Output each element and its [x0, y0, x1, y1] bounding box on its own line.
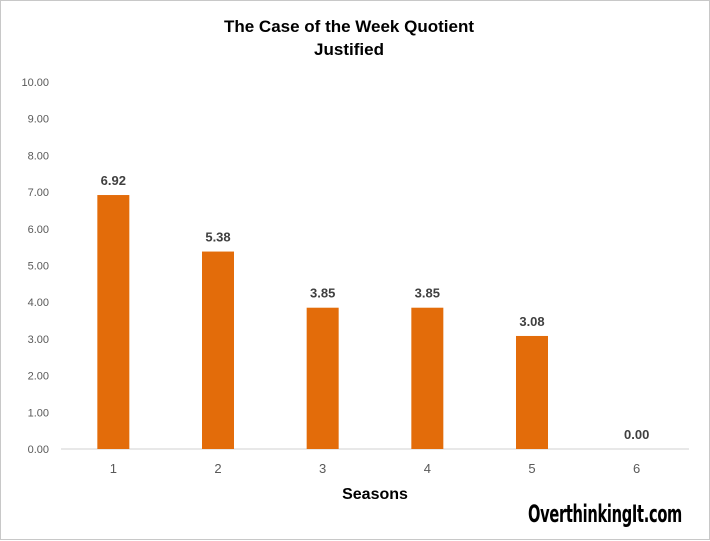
data-label: 3.85: [310, 286, 335, 301]
x-tick-label: 4: [424, 461, 431, 476]
data-label: 0.00: [624, 427, 649, 442]
y-tick-label: 1.00: [28, 407, 49, 419]
y-tick-label: 9.00: [28, 114, 49, 126]
bar: [97, 195, 130, 449]
bar: [202, 251, 234, 449]
y-tick-label: 6.00: [28, 224, 49, 236]
y-tick-label: 2.00: [28, 371, 49, 383]
x-tick-label: 2: [214, 461, 221, 476]
bar: [411, 307, 444, 449]
data-label: 5.38: [205, 230, 230, 245]
chart-title: The Case of the Week Quotient: [224, 17, 474, 36]
bar: [306, 307, 339, 449]
x-tick-label: 5: [528, 461, 535, 476]
bars-group: [97, 195, 548, 449]
x-tick-label: 3: [319, 461, 326, 476]
chart-subtitle: Justified: [314, 40, 384, 59]
data-label: 3.08: [519, 314, 544, 329]
y-tick-label: 7.00: [28, 187, 49, 199]
y-axis-ticks: 0.00 1.00 2.00 3.00 4.00 5.00 6.00 7.00 8.00 9.00…: [21, 77, 49, 456]
data-label: 3.85: [415, 286, 440, 301]
y-tick-label: 0.00: [28, 444, 49, 456]
y-tick-label: 8.00: [28, 150, 49, 162]
data-label: 6.92: [101, 173, 126, 188]
x-axis-title: Seasons: [342, 486, 408, 503]
data-labels-group: 6.92 5.38 3.85 3.85 3.08 0.00: [101, 173, 650, 442]
bar: [516, 335, 548, 449]
x-axis-ticks: 1 2 3 4 5 6: [110, 461, 641, 476]
y-tick-label: 5.00: [28, 261, 49, 273]
y-tick-label: 3.00: [28, 334, 49, 346]
x-tick-label: 1: [110, 461, 117, 476]
watermark-logo: OverthinkingIt.com: [528, 500, 682, 528]
y-tick-label: 4.00: [28, 297, 49, 309]
x-tick-label: 6: [633, 461, 640, 476]
y-tick-label: 10.00: [21, 77, 49, 89]
